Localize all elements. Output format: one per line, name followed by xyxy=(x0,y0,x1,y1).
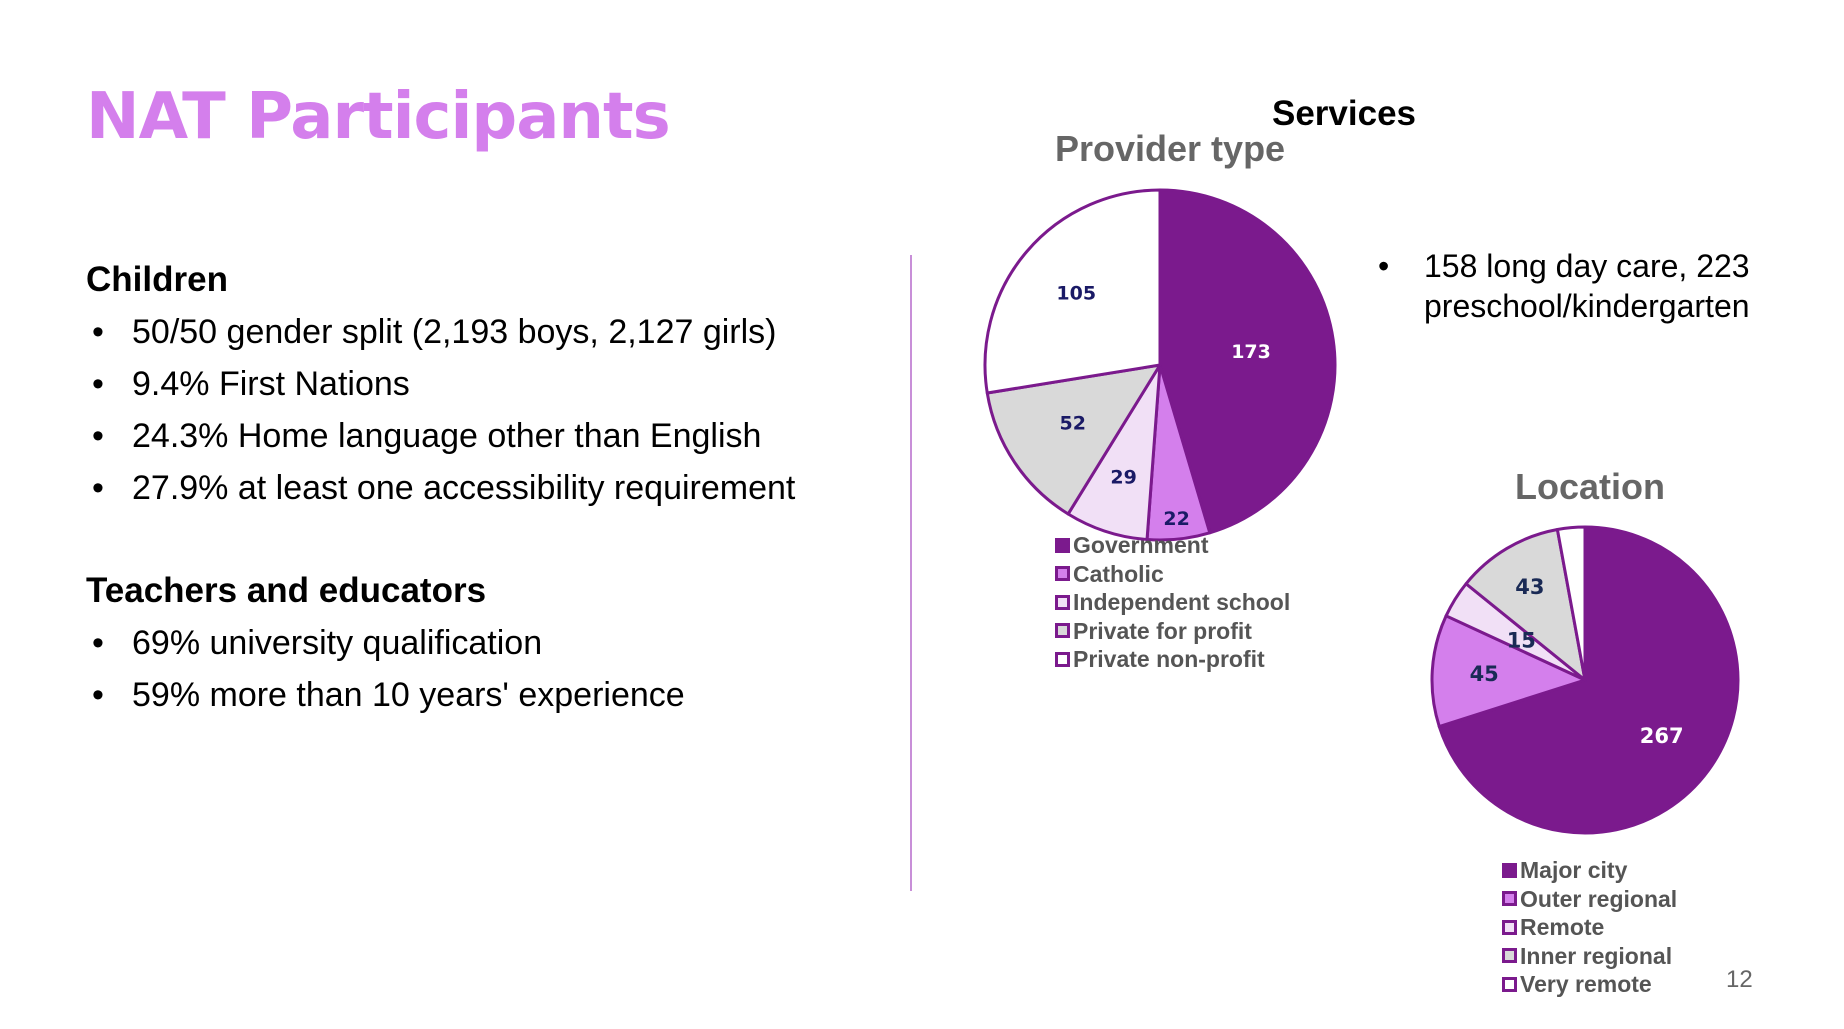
location-pie-chart: 267 45 15 43 xyxy=(1430,525,1740,835)
slide-title: NAT Participants xyxy=(86,80,671,154)
children-list: 50/50 gender split (2,193 boys, 2,127 gi… xyxy=(86,306,795,514)
list-item: 24.3% Home language other than English xyxy=(86,410,795,462)
legend-item-very-remote: Very remote xyxy=(1502,970,1677,999)
legend-label: Very remote xyxy=(1520,971,1652,997)
divider xyxy=(910,255,912,891)
legend-label: Private for profit xyxy=(1073,617,1252,644)
page-number: 12 xyxy=(1726,966,1753,993)
legend-label: Private non-profit xyxy=(1073,646,1265,672)
location-legend: Major city Outer regional Remote Inner regi… xyxy=(1502,856,1677,999)
teachers-list: 69% university qualification 59% more th… xyxy=(86,617,685,721)
list-item: 50/50 gender split (2,193 boys, 2,127 gi… xyxy=(86,306,795,358)
provider-type-chart-title: Provider type xyxy=(1055,128,1286,169)
legend-item-catholic: Catholic xyxy=(1055,560,1290,589)
pie-slice-outer-regional xyxy=(1430,614,1587,729)
legend-label: Government xyxy=(1073,532,1209,558)
legend-swatch xyxy=(1502,891,1517,907)
list-item: 59% more than 10 years' experience xyxy=(86,669,685,721)
legend-item-private-for-profit: Private for profit xyxy=(1055,617,1290,646)
legend-item-inner-regional: Inner regional xyxy=(1502,942,1677,971)
legend-swatch xyxy=(1055,594,1070,610)
data-label-private-non-profit: 105 xyxy=(1056,283,1096,305)
data-label-remote: 15 xyxy=(1507,628,1536,652)
legend-label: Outer regional xyxy=(1520,885,1678,912)
data-label-major-city: 267 xyxy=(1640,724,1684,748)
provider-type-pie-chart: 173 22 29 52 105 xyxy=(983,188,1337,542)
legend-label: Major city xyxy=(1520,857,1628,883)
pie-slice-very-remote xyxy=(1555,525,1587,682)
legend-label: Remote xyxy=(1520,914,1605,940)
legend-item-independent-school: Independent school xyxy=(1055,588,1290,617)
data-label-inner-regional: 43 xyxy=(1515,575,1544,599)
list-item: 9.4% First Nations xyxy=(86,358,795,410)
legend-swatch xyxy=(1055,566,1070,582)
legend-swatch xyxy=(1502,919,1517,935)
legend-swatch xyxy=(1502,862,1517,878)
teachers-section: Teachers and educators 69% university qu… xyxy=(86,571,685,721)
legend-item-private-non-profit: Private non-profit xyxy=(1055,645,1290,674)
list-item: 27.9% at least one accessibility require… xyxy=(86,462,795,514)
pie-slice-major-city xyxy=(1437,525,1740,835)
pie-slice-government xyxy=(1158,188,1337,535)
services-heading: Services xyxy=(1272,94,1417,133)
list-item: 69% university qualification xyxy=(86,617,685,669)
legend-label: Inner regional xyxy=(1520,942,1673,969)
legend-item-major-city: Major city xyxy=(1502,856,1677,885)
pie-slice-private-non-profit xyxy=(983,188,1162,395)
location-chart-title: Location xyxy=(1515,466,1665,507)
legend-label: Independent school xyxy=(1073,589,1291,615)
legend-swatch xyxy=(1502,948,1517,964)
legend-swatch xyxy=(1502,976,1517,992)
legend-item-government: Government xyxy=(1055,531,1290,560)
data-label-private-for-profit: 52 xyxy=(1059,412,1085,434)
legend-swatch xyxy=(1055,623,1070,639)
legend-item-remote: Remote xyxy=(1502,913,1677,942)
data-label-catholic: 22 xyxy=(1163,508,1189,530)
data-label-government: 173 xyxy=(1231,341,1271,363)
children-heading: Children xyxy=(86,260,228,299)
provider-type-legend: Government Catholic Independent school Priv… xyxy=(1055,531,1290,674)
legend-swatch xyxy=(1055,651,1070,667)
teachers-heading: Teachers and educators xyxy=(86,571,487,610)
pie-slice-inner-regional xyxy=(1464,528,1587,682)
data-label-independent-school: 29 xyxy=(1110,466,1136,488)
legend-item-outer-regional: Outer regional xyxy=(1502,885,1677,914)
legend-label: Catholic xyxy=(1073,560,1164,587)
list-item: 158 long day care, 223 preschool/kinderg… xyxy=(1378,246,1798,326)
services-list: 158 long day care, 223 preschool/kinderg… xyxy=(1378,246,1798,326)
data-label-outer-regional: 45 xyxy=(1470,662,1499,686)
pie-slice-private-for-profit xyxy=(985,363,1162,516)
children-section: Children 50/50 gender split (2,193 boys,… xyxy=(86,260,795,514)
legend-swatch xyxy=(1055,537,1070,553)
